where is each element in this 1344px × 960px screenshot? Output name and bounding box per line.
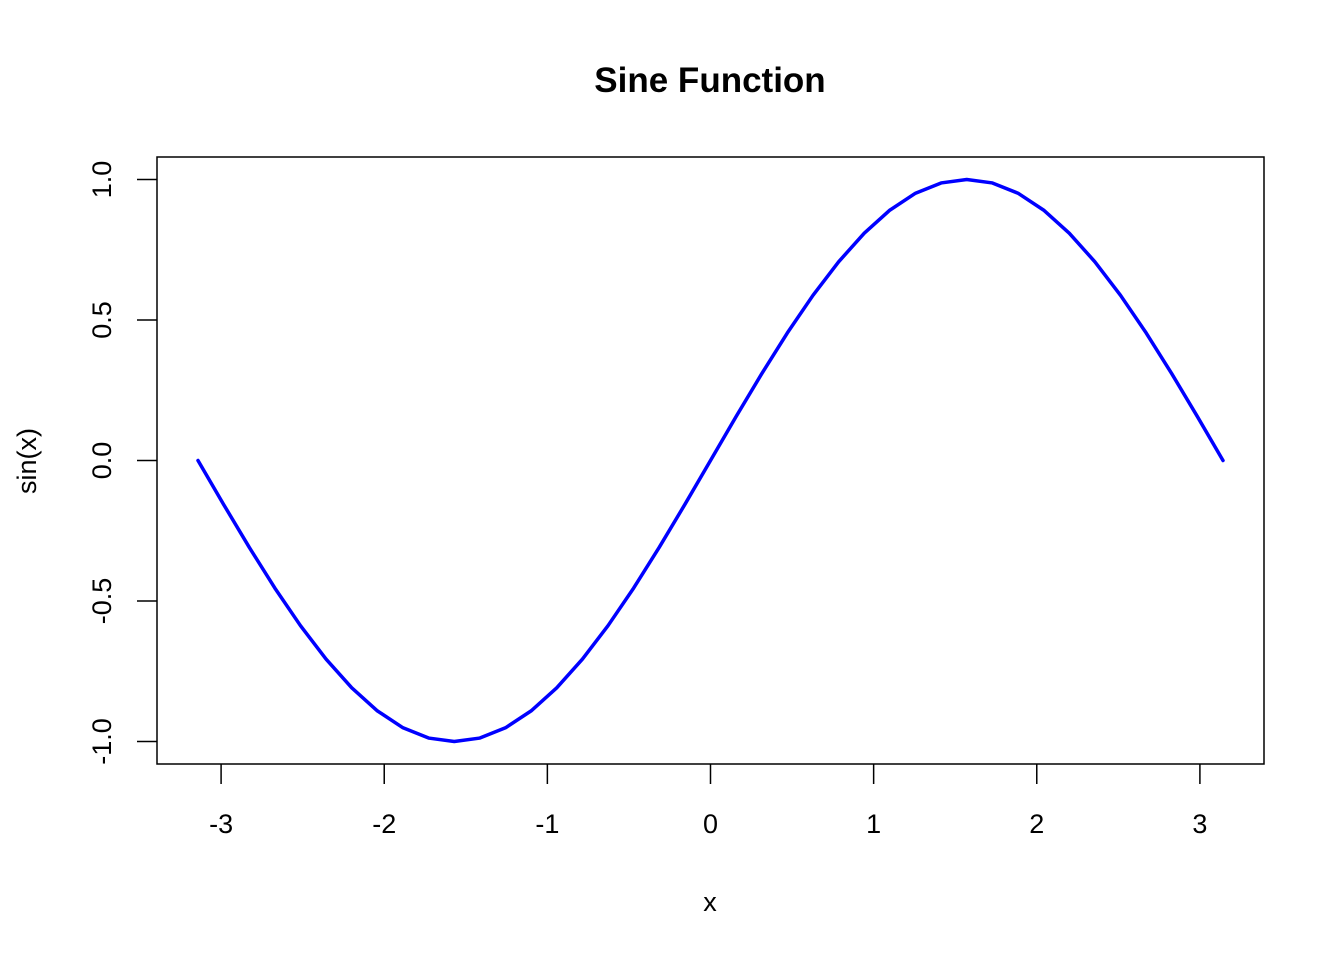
chart-title: Sine Function [594, 61, 825, 100]
y-axis-label: sin(x) [12, 428, 42, 494]
x-tick-label: 1 [866, 809, 881, 839]
y-axis: -1.0 -0.5 0.0 0.5 1.0 [87, 161, 157, 765]
x-axis-label: x [703, 887, 717, 917]
y-tick-label: 0.5 [87, 301, 117, 339]
y-tick-label: 0.0 [87, 442, 117, 480]
x-tick-label: -1 [535, 809, 559, 839]
y-tick-label: -1.0 [87, 718, 117, 765]
x-tick-label: -3 [209, 809, 233, 839]
x-tick-label: 2 [1029, 809, 1044, 839]
x-tick-label: 3 [1192, 809, 1207, 839]
sine-series-line [196, 177, 1225, 744]
x-tick-label: 0 [703, 809, 718, 839]
y-tick-label: -0.5 [87, 578, 117, 625]
y-tick-label: 1.0 [87, 161, 117, 199]
x-tick-label: -2 [372, 809, 396, 839]
x-axis: -3 -2 -1 0 1 2 3 [209, 764, 1207, 839]
